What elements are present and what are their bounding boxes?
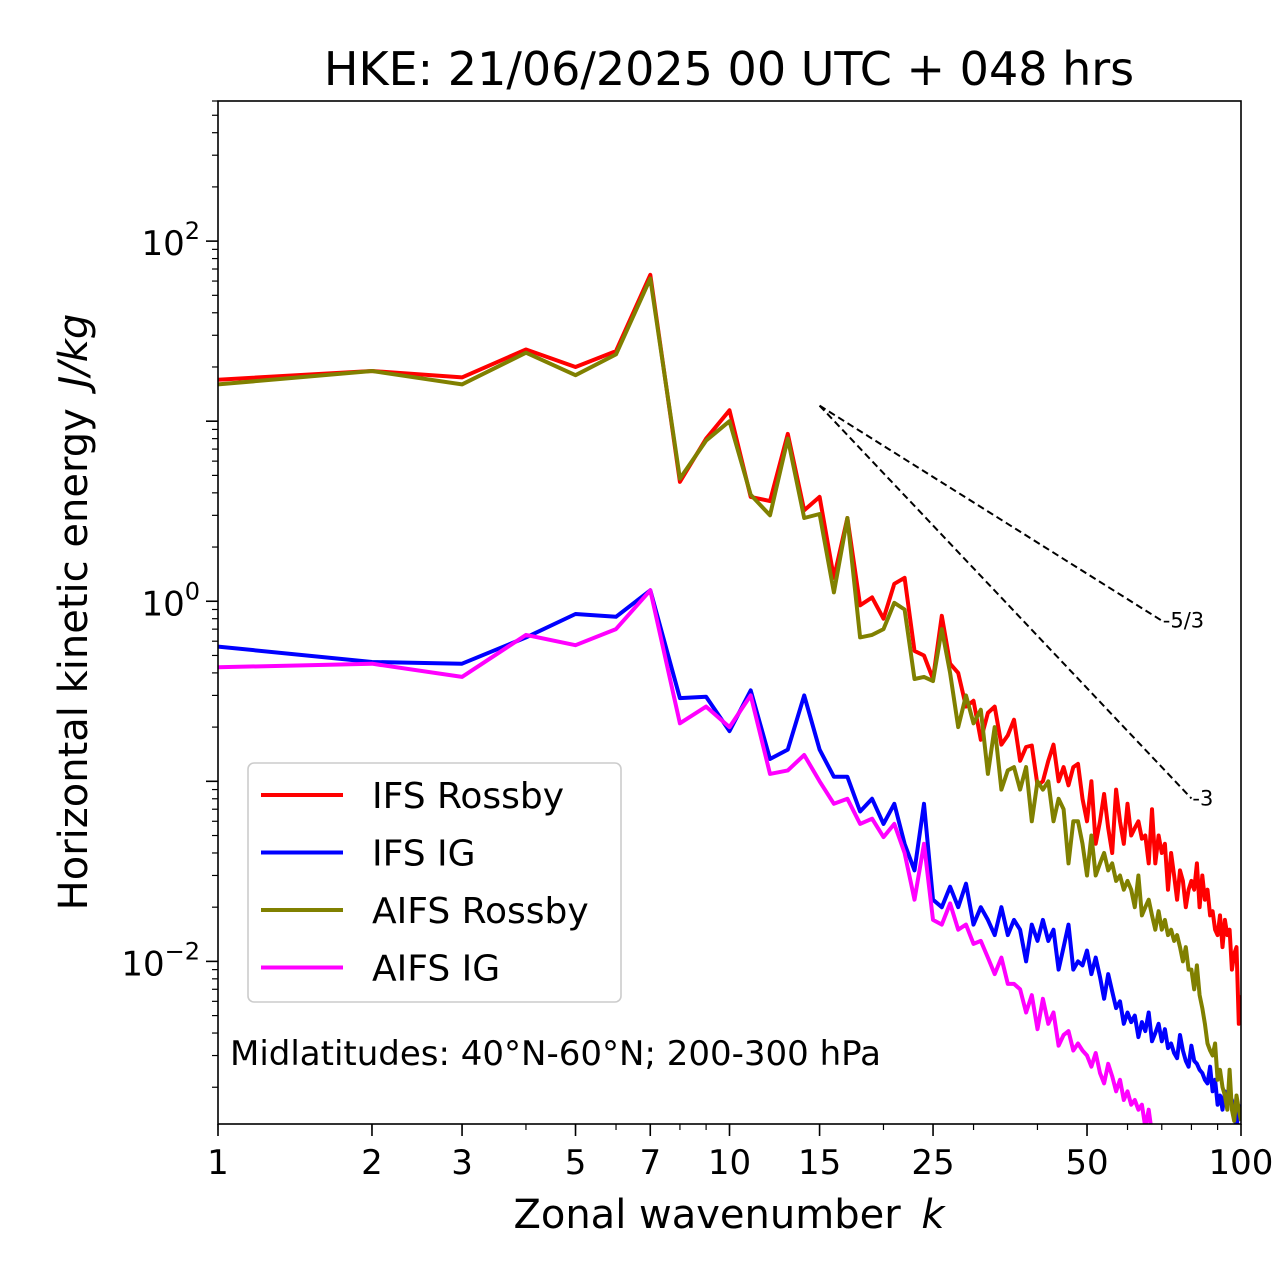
x-tick-label: 7 xyxy=(639,1143,661,1183)
x-tick-label: 50 xyxy=(1065,1143,1108,1183)
x-tick-label: 5 xyxy=(565,1143,587,1183)
legend-label-1: IFS IG xyxy=(372,834,476,875)
series-line-2 xyxy=(218,276,1241,1123)
region-annotation: Midlatitudes: 40°N-60°N; 200-300 hPa xyxy=(230,1034,881,1074)
x-tick-label: 10 xyxy=(708,1143,751,1183)
x-tick-label: 15 xyxy=(798,1143,841,1183)
chart-title: HKE: 21/06/2025 00 UTC + 048 hrs xyxy=(324,42,1134,96)
y-tick-label: 100 xyxy=(141,577,200,624)
legend-box xyxy=(247,762,622,1003)
y-axis-label: Horizontal kinetic energy J/kg xyxy=(51,314,97,911)
reference-line-0 xyxy=(819,404,1163,622)
reference-line-label-0: -5/3 xyxy=(1163,609,1204,633)
series-line-3 xyxy=(218,588,1153,1124)
reference-line-labels: -5/3 -3 xyxy=(1163,609,1214,811)
x-tick-label: 100 xyxy=(1209,1143,1274,1183)
legend-entries: IFS Rossby IFS IG AIFS Rossby AIFS IG xyxy=(261,776,589,990)
y-tick-label: 10−2 xyxy=(121,937,200,984)
x-tick-label: 3 xyxy=(451,1143,473,1183)
axis-ticks: 1 2 3 5 7 10 15 25 50 100 10−2 100 102 xyxy=(121,100,1274,1183)
x-tick-label: 1 xyxy=(207,1143,229,1183)
series-layer xyxy=(218,272,1241,1124)
x-tick-label: 2 xyxy=(361,1143,383,1183)
x-tick-label: 25 xyxy=(911,1143,954,1183)
svg-text:Horizontal kinetic energy: Horizontal kinetic energy J/kg xyxy=(51,314,97,911)
legend-label-2: AIFS Rossby xyxy=(372,891,589,932)
legend-label-3: AIFS IG xyxy=(372,949,500,990)
y-axis-label-text: Horizontal kinetic energy xyxy=(51,408,97,910)
y-tick-label: 102 xyxy=(141,217,200,264)
svg-text:Zonal wavenumber k: Zonal wavenumber k xyxy=(513,1192,946,1238)
reference-line-label-1: -3 xyxy=(1192,786,1213,810)
x-axis-label: Zonal wavenumber k xyxy=(513,1192,946,1238)
legend-label-0: IFS Rossby xyxy=(372,776,564,817)
x-axis-label-symbol: k xyxy=(921,1192,946,1238)
reference-line-1 xyxy=(818,404,1193,800)
x-axis-label-text: Zonal wavenumber xyxy=(513,1192,901,1238)
series-line-1 xyxy=(218,588,1241,1124)
y-axis-label-unit: J/kg xyxy=(51,314,97,395)
legend: IFS Rossby IFS IG AIFS Rossby AIFS IG xyxy=(247,762,622,1003)
reference-lines xyxy=(818,404,1193,800)
